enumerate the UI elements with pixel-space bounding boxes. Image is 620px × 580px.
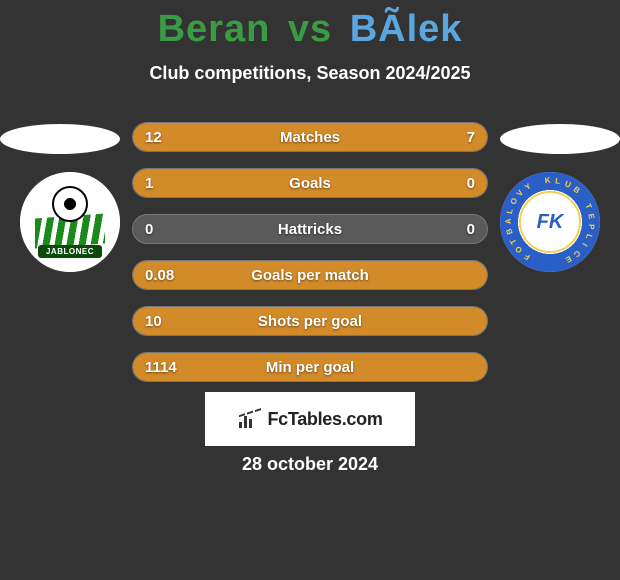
stat-row: 10Goals [132, 168, 488, 198]
club-left-badge: JABLONEC [20, 172, 120, 272]
club-right-badge: FK FOTBALOVY KLUB TEPLICE [500, 172, 600, 272]
crest-ring-text: FOTBALOVY KLUB TEPLICE [500, 172, 600, 272]
fctables-logo-icon [237, 410, 261, 428]
stat-label: Hattricks [133, 215, 487, 243]
stat-row: 00Hattricks [132, 214, 488, 244]
page-title: Beran vs BÃ­lek [0, 0, 620, 51]
stat-row: 127Matches [132, 122, 488, 152]
player-left-photo [0, 124, 120, 154]
crest-ball-icon [52, 186, 88, 222]
stat-row: 10Shots per goal [132, 306, 488, 336]
fctables-link[interactable]: FcTables.com [205, 392, 415, 446]
stat-label: Shots per goal [133, 307, 487, 335]
player-left-name: Beran [158, 8, 271, 50]
jablonec-crest: JABLONEC [20, 172, 120, 272]
generated-date: 28 october 2024 [0, 454, 620, 475]
stat-label: Goals per match [133, 261, 487, 289]
player-right-name: BÃ­lek [350, 8, 463, 50]
vs-word: vs [288, 8, 332, 50]
stat-row: 1114Min per goal [132, 352, 488, 382]
subtitle: Club competitions, Season 2024/2025 [0, 63, 620, 84]
stat-label: Matches [133, 123, 487, 151]
fctables-text: FcTables.com [267, 409, 382, 430]
stat-row: 0.08Goals per match [132, 260, 488, 290]
player-right-photo [500, 124, 620, 154]
stat-label: Goals [133, 169, 487, 197]
crest-band-text: JABLONEC [38, 245, 102, 258]
teplice-crest: FK FOTBALOVY KLUB TEPLICE [500, 172, 600, 272]
stat-label: Min per goal [133, 353, 487, 381]
stats-panel: 127Matches 10Goals 00Hattricks 0.08Goals pe… [132, 122, 488, 398]
